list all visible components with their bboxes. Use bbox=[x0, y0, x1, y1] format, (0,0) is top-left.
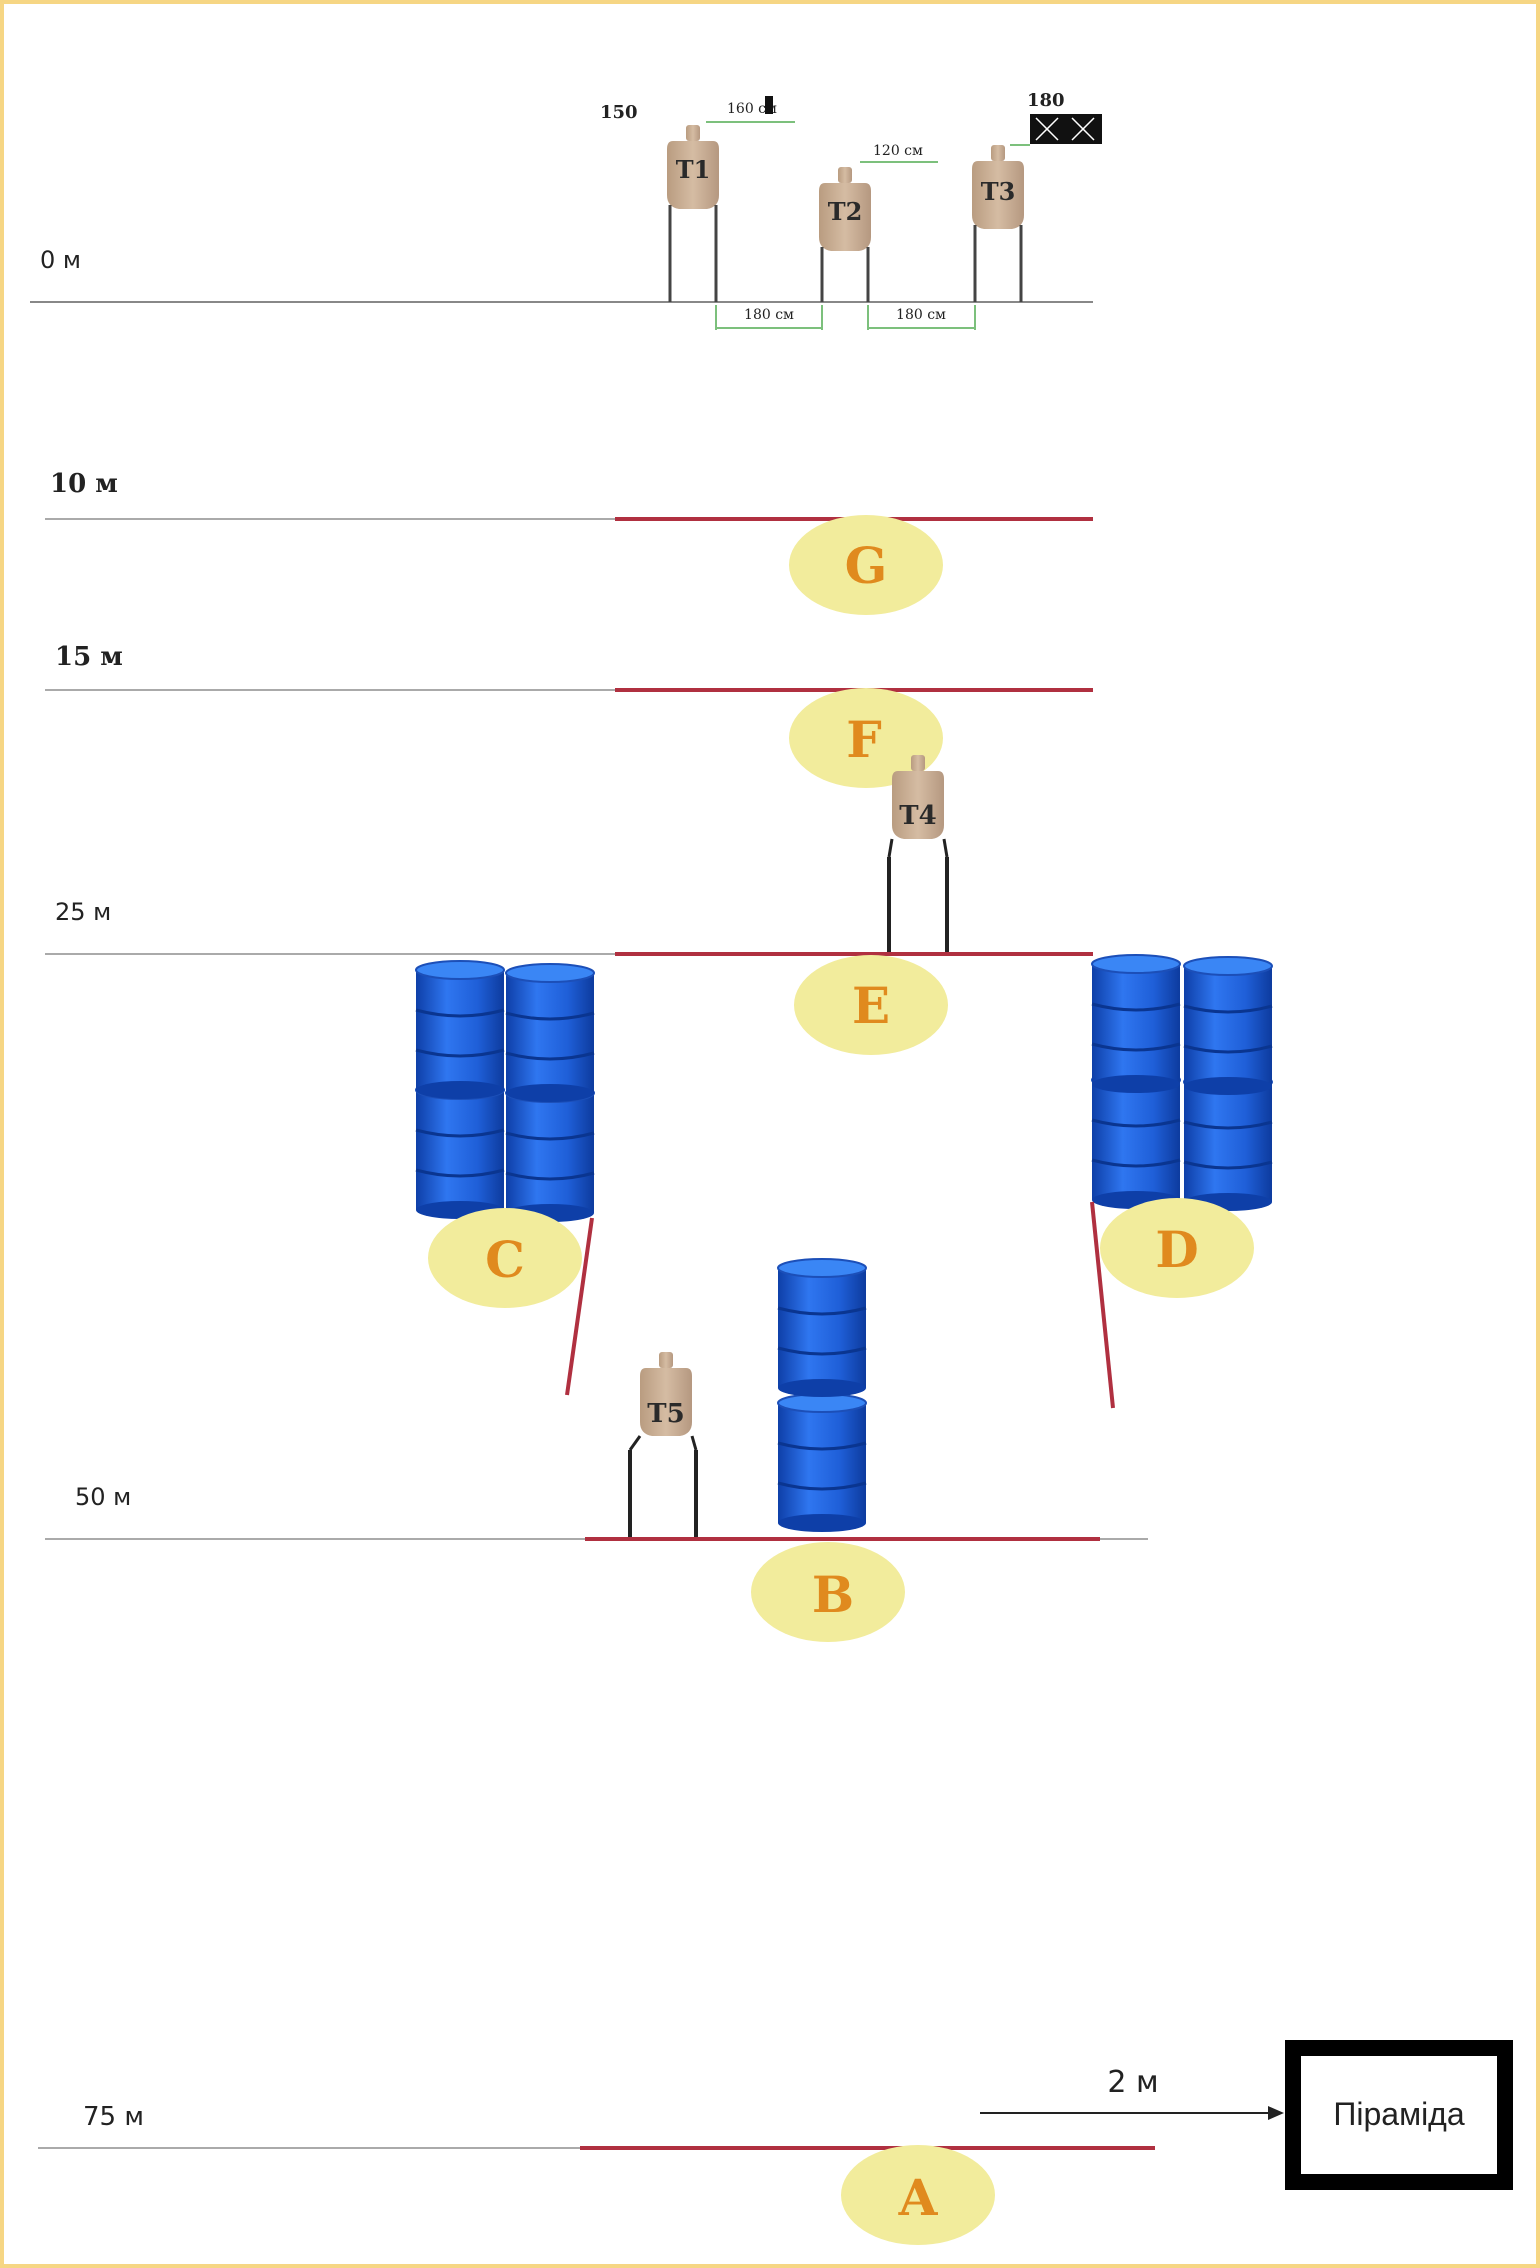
zone-g bbox=[789, 515, 943, 615]
barrel-stack-center bbox=[776, 1257, 868, 1534]
distance-label-0m: 0 м bbox=[40, 246, 81, 274]
fault-line-left bbox=[565, 1217, 594, 1396]
zone-label-g: G bbox=[845, 536, 888, 595]
pyramid-arrow-head bbox=[1268, 2106, 1284, 2120]
mini-marker-t1 bbox=[765, 96, 773, 114]
zone-c bbox=[428, 1208, 582, 1308]
barrel bbox=[1090, 953, 1182, 1095]
barrel bbox=[776, 1257, 868, 1399]
spacing-label-2: 180 см bbox=[896, 307, 946, 323]
barrel bbox=[504, 962, 596, 1104]
zone-d bbox=[1100, 1198, 1254, 1298]
dim-label-t2: 120 см bbox=[873, 143, 923, 159]
dim-label-t1: 160 см bbox=[727, 101, 777, 117]
target-label-t3: T3 bbox=[981, 177, 1016, 206]
pyramid-label: Піраміда bbox=[1333, 2096, 1464, 2132]
pyramid-box bbox=[1285, 2040, 1513, 2190]
spacing-label-1: 180 см bbox=[744, 307, 794, 323]
barrel bbox=[1182, 955, 1274, 1097]
target-t2 bbox=[819, 167, 871, 302]
barrel bbox=[414, 959, 506, 1101]
target-t5 bbox=[628, 1352, 698, 1537]
distance-label-75m: 75 м bbox=[83, 2102, 144, 2132]
target-label-t2: T2 bbox=[828, 197, 863, 226]
zone-label-d: D bbox=[1155, 1220, 1198, 1279]
target-t1 bbox=[667, 125, 719, 302]
zone-e bbox=[794, 955, 948, 1055]
zone-label-f: F bbox=[846, 710, 882, 769]
pyramid-distance-label: 2 м bbox=[1107, 2065, 1158, 2100]
target-label-t1: T1 bbox=[676, 155, 711, 184]
barrel-stack-left bbox=[414, 959, 596, 1224]
zone-label-a: A bbox=[898, 2168, 939, 2227]
distance-label-15m: 15 м bbox=[55, 642, 123, 672]
zone-b bbox=[751, 1542, 905, 1642]
barrel-stack-right bbox=[1090, 953, 1274, 1213]
distance-label-50m: 50 м bbox=[75, 1483, 131, 1511]
zone-f bbox=[789, 688, 943, 788]
target-t4 bbox=[887, 755, 949, 955]
barrel bbox=[776, 1392, 868, 1534]
target-label-t5: T5 bbox=[647, 1399, 684, 1429]
height-label-t3: 180 bbox=[1027, 90, 1065, 111]
zone-label-c: C bbox=[485, 1230, 525, 1289]
barrel bbox=[414, 1079, 506, 1221]
zone-label-e: E bbox=[852, 976, 890, 1035]
zone-label-b: B bbox=[812, 1565, 854, 1624]
distance-label-25m: 25 м bbox=[55, 898, 111, 926]
zone-a bbox=[841, 2145, 995, 2245]
barrel bbox=[504, 1082, 596, 1224]
target-label-t4: T4 bbox=[899, 801, 936, 831]
no-shoot-marker-t3 bbox=[1030, 114, 1102, 144]
distance-label-10m: 10 м bbox=[50, 469, 118, 499]
target-t3 bbox=[972, 145, 1024, 302]
fault-line-right bbox=[1090, 1201, 1115, 1409]
height-label-t1: 150 bbox=[600, 102, 638, 123]
